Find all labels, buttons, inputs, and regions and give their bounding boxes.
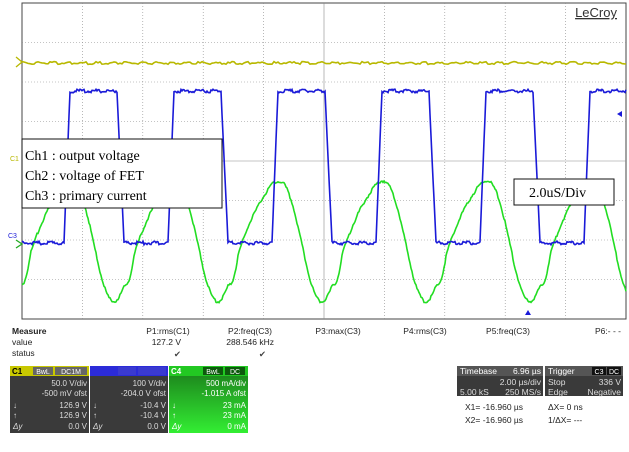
ch3-trace <box>21 179 627 304</box>
ch4-delta-y-icon: Δy <box>171 422 182 431</box>
cursor-x2: X2= -16.960 µs <box>465 415 523 425</box>
ch2-descriptor[interactable]: 100 V/div -204.0 V ofst ↓ -10.4 V ↑ -10.… <box>90 366 168 433</box>
measure-status-p1: ✔ <box>174 349 181 359</box>
timebase-label: Timebase <box>460 366 497 376</box>
timebase-samples: 5.00 kS <box>460 387 489 397</box>
ch4-id: C4 <box>171 367 182 376</box>
trigger-source: C3 <box>595 369 604 376</box>
ch4-coupling-tag: DC <box>230 369 240 376</box>
ch1-delta-y: 0.0 V <box>68 422 87 431</box>
measure-header: Measure <box>12 326 47 336</box>
ch1-ground-marker[interactable] <box>15 56 24 68</box>
timebase-rate: 250 MS/s <box>505 387 541 397</box>
ch1-trace <box>21 60 627 66</box>
ch4-cursor-down: 23 mA <box>223 401 247 410</box>
c3-marker-label: C3 <box>8 233 17 240</box>
measure-param-p2[interactable]: P2:freq(C3) <box>228 326 272 336</box>
ch1-vdiv: 50.0 V/div <box>51 379 87 388</box>
ch4-delta-y: 0 mA <box>227 422 246 431</box>
trigger-type: Edge <box>548 387 568 397</box>
ch4-cursor-up: 23 mA <box>223 411 247 420</box>
channel-legend-box <box>21 138 223 209</box>
ch2-vdiv: 100 V/div <box>133 379 166 388</box>
ch2-cursor-up-icon: ↑ <box>93 411 97 420</box>
ch3-annotation: Ch3 : primary current <box>25 189 147 204</box>
ch4-bw-tag: BwL <box>206 369 220 376</box>
ch1-annotation: Ch1 : output voltage <box>25 149 140 164</box>
ch2-cursor-up: -10.4 V <box>140 411 166 420</box>
ch2-delta-y-icon: Δy <box>92 422 103 431</box>
cursor-delta-x: ΔX= 0 ns <box>548 402 583 412</box>
timebase-panel[interactable]: Timebase 6.96 µs 2.00 µs/div 5.00 kS 250… <box>457 366 543 397</box>
measure-status-p2: ✔ <box>259 349 266 359</box>
trigger-position-marker[interactable] <box>525 310 531 315</box>
ch4-descriptor[interactable]: C4 BwL DC 500 mA/div -1.015 A ofst ↓ 23 … <box>169 366 248 433</box>
ch4-offset: -1.015 A ofst <box>202 389 247 398</box>
ch1-cursor-down-icon: ↓ <box>13 401 17 410</box>
trigger-slope: Negative <box>587 387 621 397</box>
trigger-coupling: DC <box>609 369 619 376</box>
ch1-cursor-up: 126.9 V <box>59 411 87 420</box>
ch2-annotation: Ch2 : voltage of FET <box>25 169 144 184</box>
measure-param-p5[interactable]: P5:freq(C3) <box>486 326 530 336</box>
ch1-coupling-tag: DC1M <box>61 369 81 376</box>
measure-value-p2: 288.546 kHz <box>226 337 274 347</box>
ch1-descriptor[interactable]: C1 BwL DC1M 50.0 V/div -500 mV ofst ↓ 12… <box>10 366 89 433</box>
lecroy-logo: LeCroy <box>575 5 617 20</box>
timebase-note-box <box>513 178 615 206</box>
measure-param-p1[interactable]: P1:rms(C1) <box>146 326 190 336</box>
ch3-ground-marker[interactable] <box>15 239 24 249</box>
ch1-cursor-down: 126.9 V <box>59 401 87 410</box>
trigger-level-marker[interactable] <box>617 111 622 117</box>
trigger-label: Trigger <box>548 366 575 376</box>
trigger-level: 336 V <box>599 377 622 387</box>
c1-marker-label: C1 <box>10 156 19 163</box>
ch1-id: C1 <box>12 367 23 376</box>
ch1-offset: -500 mV ofst <box>42 389 88 398</box>
ch4-cursor-up-icon: ↑ <box>172 411 176 420</box>
measure-param-p6[interactable]: P6:- - - <box>595 326 621 336</box>
ch2-trace <box>21 87 627 247</box>
cursor-x1: X1= -16.960 µs <box>465 402 523 412</box>
ch4-vdiv: 500 mA/div <box>206 379 246 388</box>
ch2-cursor-down-icon: ↓ <box>93 401 97 410</box>
measure-param-p3[interactable]: P3:max(C3) <box>315 326 361 336</box>
trigger-panel[interactable]: Trigger C3 DC Stop 336 V Edge Negative <box>545 366 623 397</box>
cursor-inv-delta-x: 1/ΔX= --- <box>548 415 582 425</box>
measure-row-status-label: status <box>12 348 35 358</box>
ch2-delta-y: 0.0 V <box>147 422 166 431</box>
measure-value-p1: 127.2 V <box>152 337 182 347</box>
ch1-bw-tag: BwL <box>36 369 50 376</box>
trigger-mode: Stop <box>548 377 566 387</box>
timebase-per-div: 2.00 µs/div <box>500 377 542 387</box>
ch4-cursor-down-icon: ↓ <box>172 401 176 410</box>
ch2-offset: -204.0 V ofst <box>121 389 167 398</box>
measure-row-value-label: value <box>12 337 33 347</box>
measure-param-p4[interactable]: P4:rms(C3) <box>403 326 447 336</box>
timebase-note: 2.0uS/Div <box>529 186 586 201</box>
ch1-cursor-up-icon: ↑ <box>13 411 17 420</box>
ch1-delta-y-icon: Δy <box>12 422 23 431</box>
timebase-delay: 6.96 µs <box>513 366 541 376</box>
ch2-cursor-down: -10.4 V <box>140 401 166 410</box>
